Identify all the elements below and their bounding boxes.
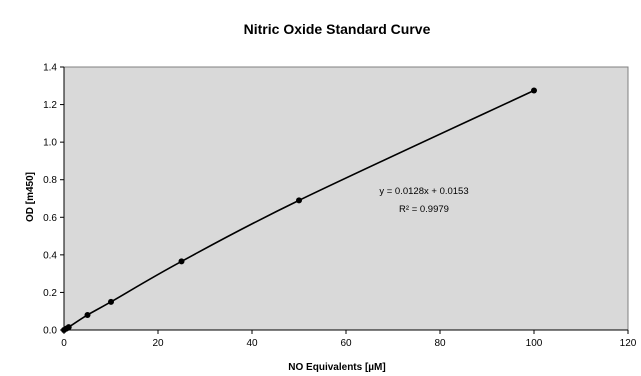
y-tick-label: 1.2 [43,100,57,111]
data-points [61,87,537,333]
data-point [178,258,185,265]
y-tick-label: 0.8 [43,175,57,186]
x-tick-label: 120 [620,338,637,349]
x-axis-label: NO Equivalents [µM] [288,362,385,373]
data-point [531,87,537,94]
y-axis: 0.0 0.2 0.4 0.6 0.8 1.0 1.2 1.4 [43,63,65,337]
data-point [296,197,302,204]
x-tick-label: 40 [246,338,258,349]
y-tick-label: 0.0 [43,326,57,337]
trendline-equation: y = 0.0128x + 0.0153 [379,186,468,197]
y-tick-label: 0.2 [43,288,57,299]
data-point [65,324,72,331]
y-axis-label: OD [m450] [25,172,36,222]
chart-title: Nitric Oxide Standard Curve [244,21,431,37]
plot-area [63,66,629,331]
x-tick-label: 60 [340,338,352,349]
y-tick-label: 1.4 [43,63,57,74]
data-point [108,298,114,305]
data-point [84,311,91,318]
x-tick-label: 0 [61,338,67,349]
x-tick-label: 20 [152,338,164,349]
x-tick-label: 80 [434,338,446,349]
r-squared-label: R² = 0.9979 [399,204,449,215]
y-tick-label: 0.6 [43,213,57,224]
y-tick-label: 1.0 [43,138,57,149]
x-axis: 0 20 40 60 80 100 120 [61,329,637,349]
x-tick-label: 100 [526,338,543,349]
y-tick-label: 0.4 [43,250,57,261]
